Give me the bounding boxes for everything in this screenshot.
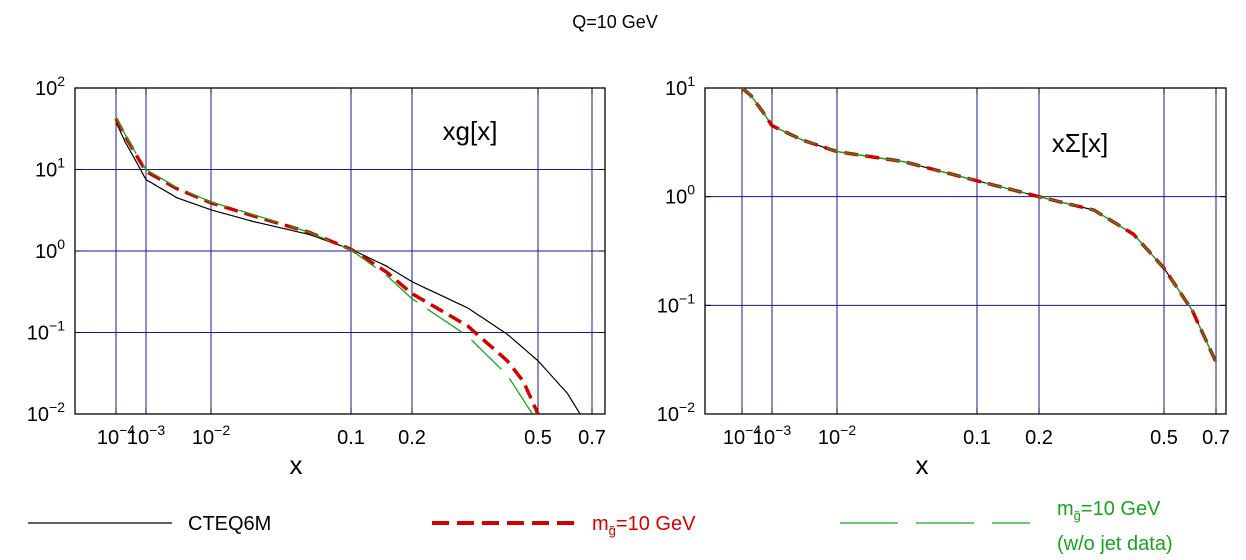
legend-label-mg10-tail: =10 GeV (616, 513, 696, 535)
legend-label-mg10-nojet-sub: g̃ (1074, 508, 1081, 523)
x-tick-label-base: 10 (818, 427, 840, 449)
panel-label: xΣ[x] (1052, 128, 1109, 158)
x-tick-label: 10−4 (97, 422, 135, 449)
y-tick-label: 10−2 (27, 399, 65, 426)
y-tick-label-exp: −1 (679, 290, 695, 306)
plot-frame (704, 87, 1227, 415)
x-tick-label-base: 10 (97, 427, 119, 449)
y-tick-label-base: 10 (35, 241, 57, 263)
legend-label-mg10-nojet: mg̃=10 GeV (1057, 498, 1161, 523)
series-line-1 (740, 88, 1218, 363)
x-tick-label: 10−2 (192, 422, 230, 449)
y-tick-label: 101 (35, 155, 65, 182)
x-axis-label: x (290, 450, 303, 480)
x-tick-label-exp: −4 (745, 422, 761, 438)
y-tick-label: 100 (665, 182, 695, 209)
legend-label-mg10-nojet-line2: (w/o jet data) (1057, 533, 1173, 555)
legend-label-mg10-nojet-tail: =10 GeV (1081, 498, 1161, 520)
x-tick-label: 0.2 (398, 427, 426, 449)
y-tick-label: 10−2 (657, 399, 695, 426)
y-tick-label-base: 10 (27, 323, 49, 345)
x-tick-label: 0.7 (1202, 427, 1230, 449)
x-tick-label: 10−3 (127, 422, 165, 449)
series-line-2 (741, 88, 1217, 363)
y-tick-label-exp: 2 (57, 73, 65, 89)
y-tick-label: 10−1 (657, 290, 695, 317)
y-tick-label-base: 10 (35, 78, 57, 100)
x-tick-label: 0.5 (524, 427, 552, 449)
legend-label-mg10-sub: g̃ (609, 523, 616, 538)
legend-entry-mg10-nojet: mg̃=10 GeV (w/o jet data) (840, 498, 1173, 555)
legend: CTEQ6M mg̃=10 GeV mg̃=10 GeV (w/o jet da… (28, 498, 1173, 555)
x-tick-label: 0.1 (963, 427, 991, 449)
legend-entry-cteq6m: CTEQ6M (28, 513, 271, 535)
legend-label-mg10: mg̃=10 GeV (592, 513, 696, 538)
x-tick-label: 10−3 (753, 422, 791, 449)
x-tick-label: 0.1 (337, 427, 365, 449)
x-tick-label-exp: −2 (840, 422, 856, 438)
x-tick-label: 10−4 (723, 422, 761, 449)
y-tick-label: 101 (665, 73, 695, 100)
y-tick-label-base: 10 (657, 295, 679, 317)
y-tick-label-exp: 1 (57, 155, 65, 171)
figure-title: Q=10 GeV (572, 12, 658, 32)
x-tick-label-base: 10 (723, 427, 745, 449)
series-line-1 (114, 117, 540, 414)
y-tick-label-exp: 0 (57, 236, 65, 252)
y-tick-label: 10−1 (27, 318, 65, 345)
x-tick-label: 0.5 (1150, 427, 1178, 449)
y-tick-label: 100 (35, 236, 65, 263)
x-tick-label-exp: −3 (149, 422, 165, 438)
x-tick-label-exp: −3 (775, 422, 791, 438)
series-line-0 (741, 88, 1217, 363)
series-line-0 (115, 121, 581, 414)
y-tick-label-base: 10 (35, 160, 57, 182)
legend-entry-mg10: mg̃=10 GeV (432, 513, 696, 538)
y-tick-label-exp: −2 (679, 399, 695, 415)
legend-label-cteq6m: CTEQ6M (188, 513, 271, 535)
series-group (114, 116, 581, 414)
y-tick-label-exp: 0 (687, 182, 695, 198)
x-tick-label: 10−2 (818, 422, 856, 449)
y-tick-label-exp: −2 (49, 399, 65, 415)
y-tick-label-exp: 1 (687, 73, 695, 89)
x-tick-label: 0.2 (1025, 427, 1053, 449)
chart-panel-sigma: 10−410−3 10−2 0.1 0.2 0.5 0.710110010−110−2xx… (657, 73, 1230, 480)
y-tick-label: 102 (35, 73, 65, 100)
series-line-2 (115, 116, 533, 414)
x-tick-label-base: 10 (753, 427, 775, 449)
x-tick-label-base: 10 (127, 427, 149, 449)
x-tick-label-exp: −2 (214, 422, 230, 438)
panel-label: xg[x] (443, 116, 498, 146)
chart-panel-gluon: 10−410−3 10−2 0.1 0.2 0.5 0.710210110010−110−… (27, 73, 606, 480)
y-tick-label-base: 10 (665, 78, 687, 100)
x-tick-label: 0.7 (578, 427, 606, 449)
y-tick-label-base: 10 (665, 187, 687, 209)
grid (75, 87, 605, 415)
x-tick-label-exp: −4 (119, 422, 135, 438)
x-axis-label: x (916, 450, 929, 480)
series-group (740, 88, 1218, 363)
legend-label-mg10-nojet-main: m (1057, 498, 1074, 520)
x-tick-label-base: 10 (192, 427, 214, 449)
y-tick-label-base: 10 (27, 404, 49, 426)
y-tick-label-exp: −1 (49, 318, 65, 334)
y-tick-label-base: 10 (657, 404, 679, 426)
legend-label-mg10-main: m (592, 513, 609, 535)
